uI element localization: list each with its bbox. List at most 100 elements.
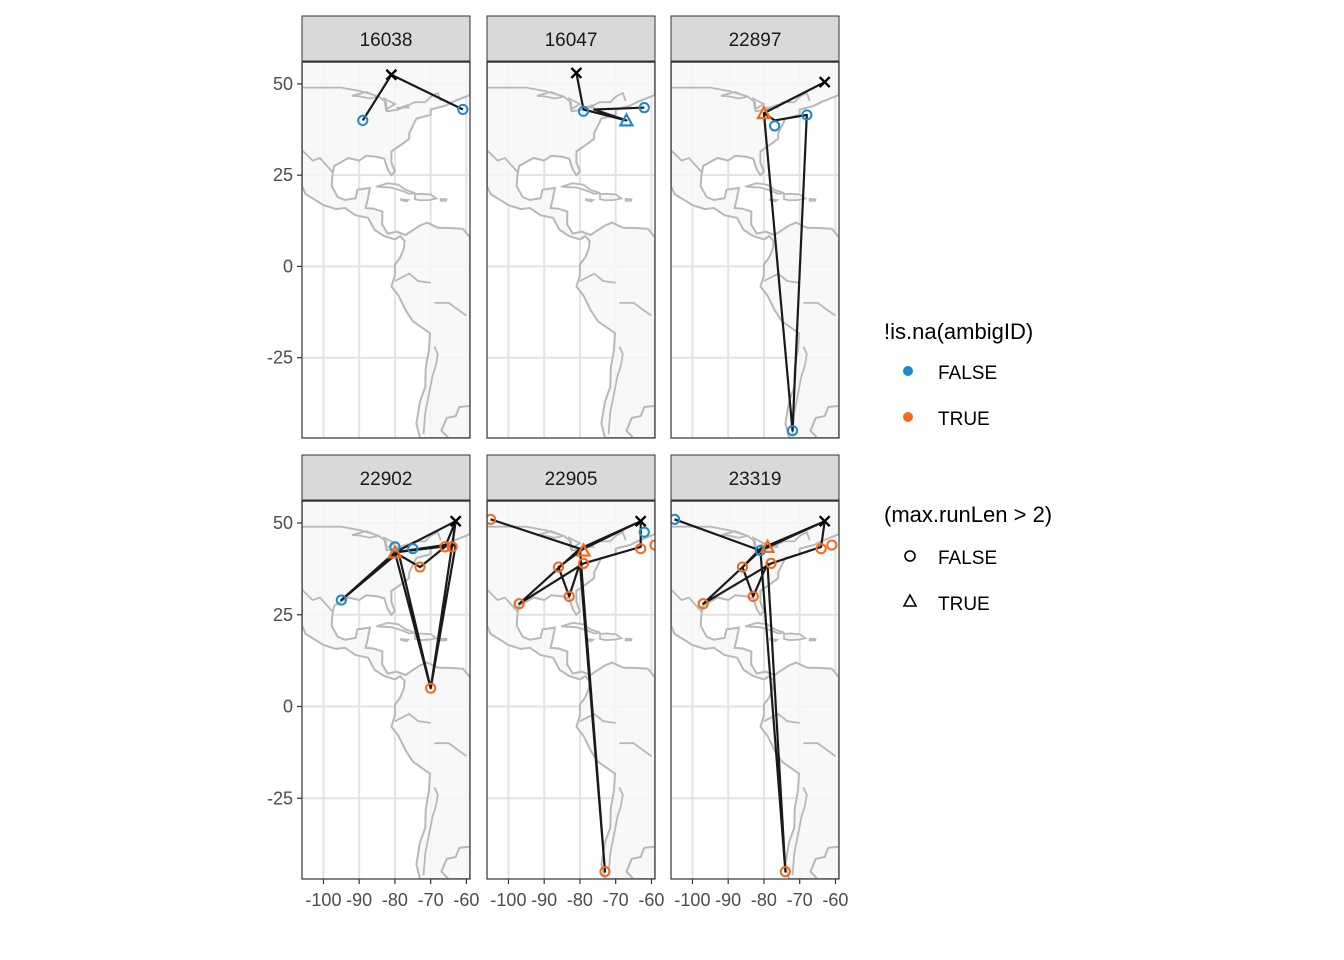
x-tick-label: -80 — [751, 890, 777, 910]
island-shape — [624, 637, 633, 642]
border-line — [487, 589, 519, 613]
border-line — [394, 712, 431, 724]
legend-color-true-label: TRUE — [938, 409, 990, 430]
border-line — [487, 149, 519, 173]
data-point-circle — [779, 866, 791, 878]
island-shape — [414, 192, 439, 202]
x-tick-label: -90 — [346, 890, 372, 910]
panel-border — [486, 61, 656, 439]
data-point-circle — [747, 590, 759, 603]
panel-content — [302, 501, 470, 879]
facet-panel-22902: 22902 50 25 0 -25 -100 -90 -80 -70 -60 — [267, 454, 479, 910]
panel-content — [487, 62, 655, 438]
start-marker — [449, 515, 462, 528]
panel-content — [671, 62, 839, 438]
border-line — [607, 786, 624, 876]
facet-strip-label: 22905 — [545, 469, 598, 490]
island-shape — [400, 638, 411, 643]
data-point-circle — [487, 513, 497, 525]
x-tick-label: -90 — [531, 890, 557, 910]
island-shape — [560, 182, 601, 195]
start-marker — [818, 515, 831, 528]
panel-border — [670, 61, 840, 439]
facet-strip-label: 16047 — [545, 30, 598, 51]
data-point-circle — [357, 114, 369, 127]
border-line — [579, 272, 616, 284]
island-shape — [783, 192, 808, 202]
data-point-circle — [754, 544, 766, 557]
x-tick-label: -80 — [382, 890, 408, 910]
island-shape — [400, 198, 411, 203]
border-line — [619, 742, 652, 757]
facet-strip-label: 16038 — [360, 30, 413, 51]
border-line — [763, 272, 800, 284]
track-line — [340, 520, 457, 690]
island-shape — [783, 632, 808, 642]
y-tick-label: -25 — [267, 348, 293, 368]
facet-strip — [486, 15, 656, 62]
facet-panel-23319: 23319 -100 -90 -80 -70 -60 — [670, 454, 848, 910]
data-point-circle — [552, 561, 565, 573]
data-point-circle — [697, 598, 709, 610]
island-shape — [375, 621, 416, 635]
border-line — [434, 742, 467, 757]
x-tick-label: -60 — [822, 890, 848, 910]
facet-panel-22905: 22905 -100 -90 -80 -70 -60 — [486, 454, 664, 910]
legend-color-false-key — [903, 366, 913, 376]
legend-shape-false-label: FALSE — [938, 548, 997, 569]
panel-content — [302, 62, 470, 438]
island-shape — [808, 637, 817, 642]
border-line — [302, 589, 334, 613]
island-shape — [439, 197, 448, 202]
data-point-circle — [671, 513, 681, 525]
border-line — [671, 589, 703, 613]
panels-layer: 16038 50 25 0 -25 16047 22897 22902 50 25 0 -25 -100… — [267, 15, 848, 910]
facet-strip — [486, 454, 656, 501]
border-line — [671, 525, 811, 552]
legend-color-title: !is.na(ambigID) — [884, 319, 1033, 344]
data-point-circle — [457, 103, 469, 116]
data-point-circle — [389, 541, 401, 553]
start-marker — [634, 515, 647, 528]
legend: !is.na(ambigID) FALSE TRUE (max.runLen >… — [884, 319, 1052, 615]
panel-content — [671, 501, 839, 879]
border-line — [579, 712, 616, 724]
border-line — [791, 786, 808, 876]
island-shape — [414, 632, 439, 642]
y-tick-label: 0 — [283, 697, 293, 717]
x-tick-label: -60 — [638, 890, 664, 910]
x-tick-label: -70 — [787, 890, 813, 910]
data-point-circle — [577, 105, 590, 117]
border-line — [803, 742, 836, 757]
island-shape — [375, 182, 416, 195]
panel-border — [301, 500, 471, 880]
land-shape — [487, 62, 655, 438]
track-line — [490, 518, 642, 873]
x-tick-label: -100 — [490, 890, 526, 910]
panel-border — [486, 500, 656, 880]
track-line — [674, 518, 826, 873]
island-shape — [599, 192, 624, 202]
start-marker — [570, 67, 583, 79]
legend-shape-false-key — [904, 550, 916, 562]
y-tick-label: 50 — [273, 74, 293, 94]
island-shape — [744, 182, 785, 195]
start-marker — [818, 76, 831, 88]
y-tick-label: 50 — [273, 513, 293, 533]
track-line — [575, 72, 645, 122]
legend-color-true-key — [903, 412, 913, 422]
start-marker — [385, 68, 398, 81]
island-shape — [599, 632, 624, 642]
facet-panel-22897: 22897 — [670, 15, 840, 439]
panel-content — [487, 501, 655, 879]
border-line — [302, 86, 442, 113]
island-shape — [439, 637, 448, 642]
data-point-circle — [801, 109, 813, 121]
facet-strip — [670, 15, 840, 62]
x-tick-label: -80 — [567, 890, 593, 910]
panel-border — [301, 61, 471, 439]
island-shape — [624, 197, 633, 202]
data-point-circle — [736, 561, 749, 573]
data-point-circle — [649, 539, 655, 551]
